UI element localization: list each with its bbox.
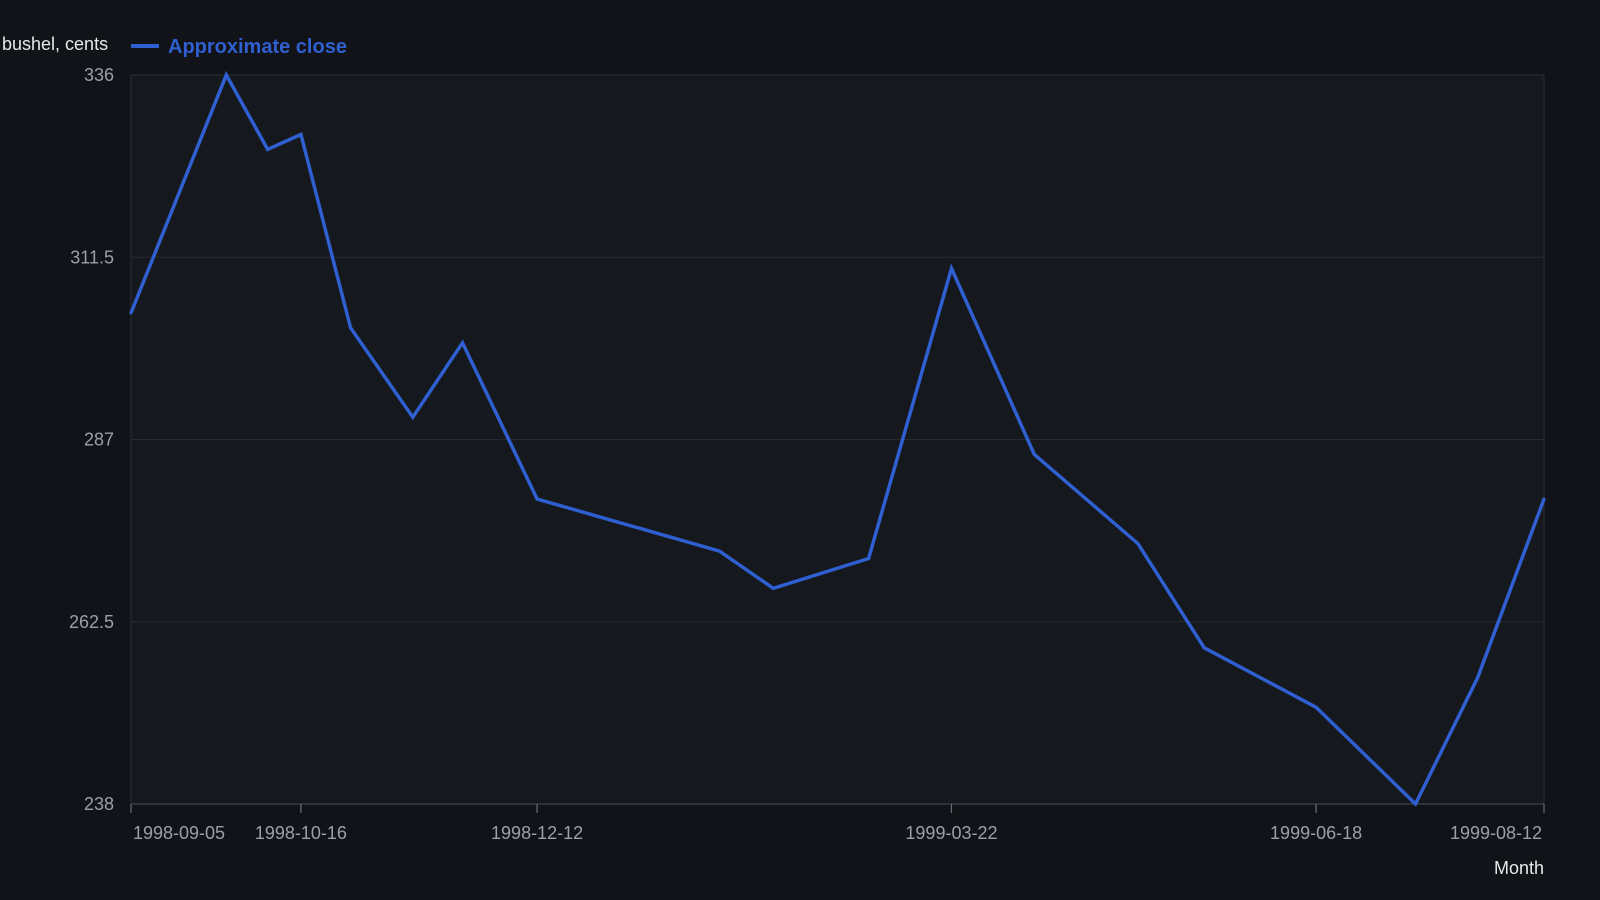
data-point xyxy=(224,73,228,77)
y-tick-label: 238 xyxy=(84,794,114,814)
data-point xyxy=(717,549,721,553)
series-layer xyxy=(129,70,1546,807)
x-tick-label: 1999-03-22 xyxy=(905,823,997,843)
data-point xyxy=(349,326,353,330)
legend-label: Approximate close xyxy=(168,36,347,58)
data-point xyxy=(411,415,415,419)
data-point xyxy=(1032,452,1036,456)
legend: Approximate close xyxy=(131,36,347,58)
x-tick-label: 1998-10-16 xyxy=(255,823,347,843)
data-point xyxy=(1314,705,1318,709)
axes: 336 311.5 287 262.5 238 1998-09-05 1998-10-16 1… xyxy=(69,65,1545,843)
data-point xyxy=(1136,542,1140,546)
data-point xyxy=(1476,676,1480,679)
y-tick-label: 262.5 xyxy=(69,612,114,632)
y-tick-label: 287 xyxy=(84,430,114,450)
data-point xyxy=(1414,802,1417,806)
y-tick-label: 336 xyxy=(84,65,114,85)
data-point xyxy=(771,586,775,590)
y-tick-label: 311.5 xyxy=(70,247,114,267)
data-point xyxy=(1202,646,1206,650)
data-point xyxy=(299,133,303,136)
data-point xyxy=(129,311,133,315)
data-point xyxy=(461,341,464,345)
x-tick-label: 1998-09-05 xyxy=(133,823,225,843)
x-tick-label: 1999-08-12 xyxy=(1450,823,1542,843)
x-axis-title: Month xyxy=(1494,858,1544,878)
data-point xyxy=(1542,497,1546,501)
x-tick-label: 1999-06-18 xyxy=(1270,823,1362,843)
data-point xyxy=(867,557,871,560)
y-axis-title: bushel, cents xyxy=(2,34,108,54)
data-point xyxy=(950,266,953,270)
x-tick-label: 1998-12-12 xyxy=(491,823,583,843)
gridlines xyxy=(131,256,1544,623)
data-point xyxy=(266,147,270,151)
data-point xyxy=(535,497,539,501)
